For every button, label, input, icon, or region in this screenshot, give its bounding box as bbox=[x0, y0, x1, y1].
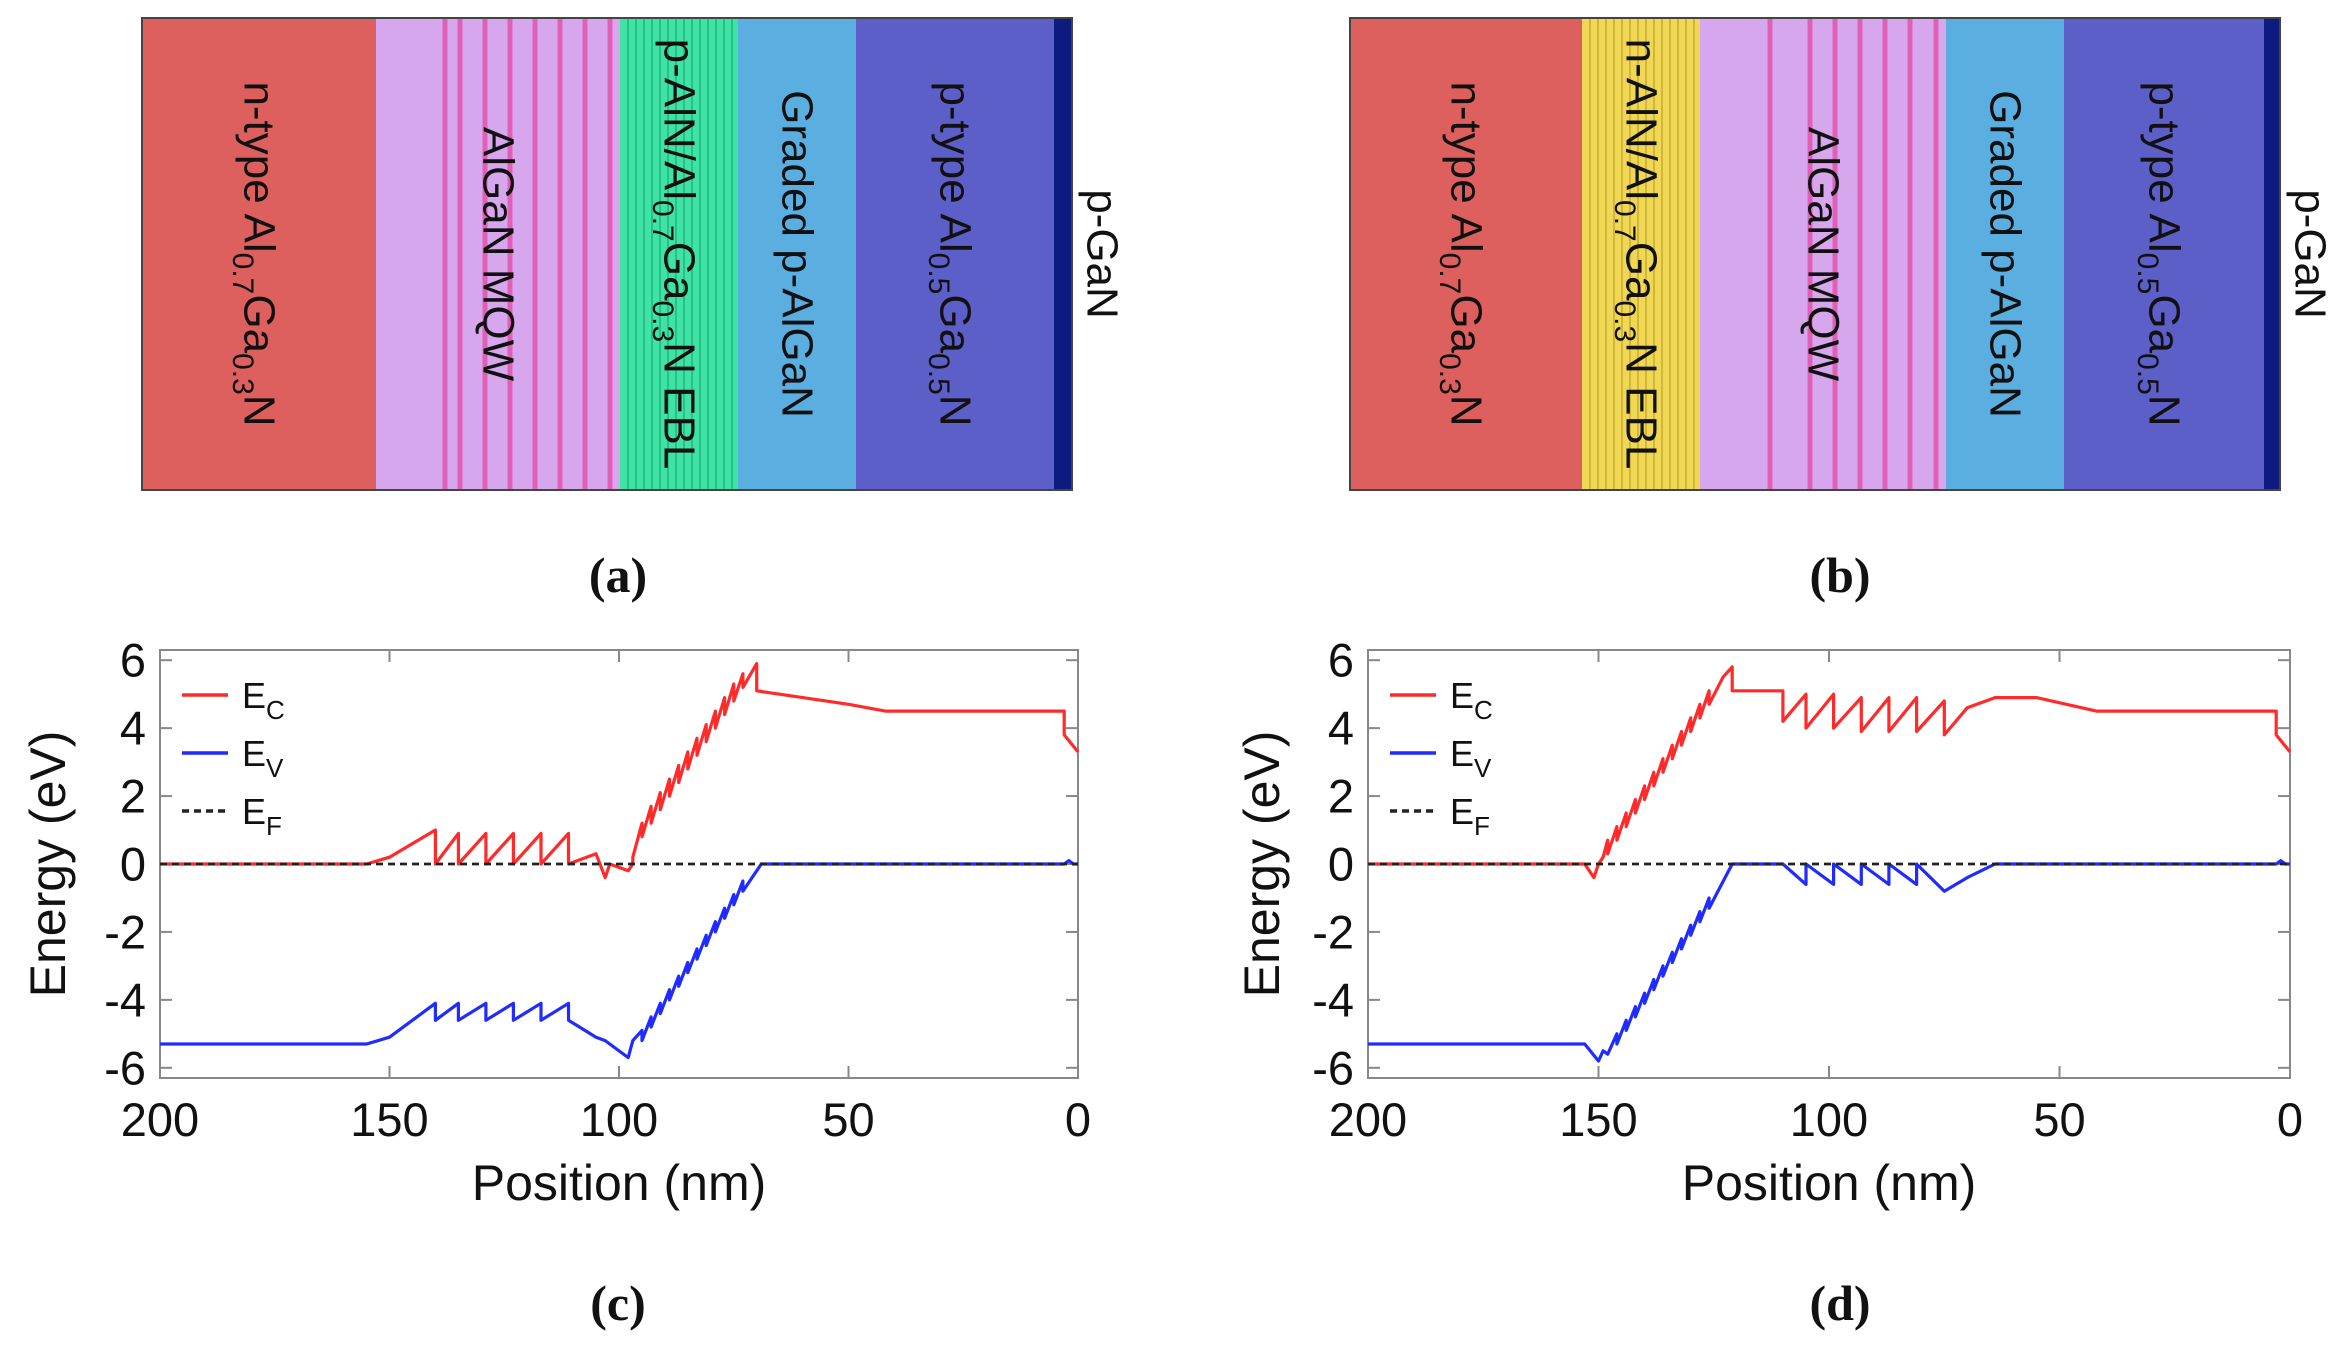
legend-label-ef: EF bbox=[1450, 791, 1490, 842]
y-tick-label: -2 bbox=[1312, 905, 1354, 958]
layer-a-ebl bbox=[620, 18, 738, 490]
panel-label-c: (c) bbox=[590, 1275, 646, 1331]
layer-b-p-gan bbox=[2264, 18, 2280, 490]
layer-b-n-type-algan bbox=[1350, 18, 1582, 490]
layer-b-p-type-algan bbox=[2064, 18, 2264, 490]
layer-label-b-mqw: AlGaN MQW bbox=[1799, 127, 1848, 382]
layer-label-b-graded: Graded p-AlGaN bbox=[1981, 90, 2030, 418]
x-tick-label: 100 bbox=[580, 1093, 658, 1146]
y-tick-label: -6 bbox=[1312, 1041, 1354, 1094]
layer-b-ebl bbox=[1582, 18, 1700, 490]
x-tick-label: 200 bbox=[1329, 1093, 1407, 1146]
layer-b-algan-mqw bbox=[1700, 18, 1946, 490]
y-tick-label: 0 bbox=[1328, 838, 1354, 891]
x-tick-label: 200 bbox=[121, 1093, 199, 1146]
panel-label-b: (b) bbox=[1809, 547, 1870, 603]
structure-b: n-type Al0.7Ga0.3N n-AlN/Al0.7Ga0.3N EBL… bbox=[1349, 17, 2335, 491]
y-tick-label: 2 bbox=[120, 770, 146, 823]
x-tick-label: 150 bbox=[1559, 1093, 1637, 1146]
legend-label-ec: EC bbox=[242, 675, 285, 726]
legend-label-ec: EC bbox=[1450, 675, 1493, 726]
layer-a-graded-p-algan bbox=[738, 18, 856, 490]
layer-label-a-ebl: p-AlN/Al0.7Ga0.3N EBL bbox=[646, 39, 704, 470]
layer-a-p-gan bbox=[1054, 18, 1072, 490]
mqw-lines-b bbox=[1767, 18, 1939, 490]
x-tick-label: 50 bbox=[2033, 1093, 2085, 1146]
series-line-ev bbox=[160, 859, 1078, 1060]
legend-label-ev: EV bbox=[1450, 733, 1492, 784]
series-line-ec bbox=[160, 662, 1080, 880]
y-tick-label: -4 bbox=[1312, 973, 1354, 1026]
x-tick-label: 0 bbox=[2277, 1093, 2303, 1146]
y-tick-label: 2 bbox=[1328, 770, 1354, 823]
y-axis-title: Energy (eV) bbox=[20, 731, 76, 998]
x-tick-label: 0 bbox=[1065, 1093, 1091, 1146]
x-axis-title: Position (nm) bbox=[472, 1155, 767, 1211]
layer-a-p-type-algan bbox=[856, 18, 1054, 490]
y-tick-label: 4 bbox=[120, 702, 146, 755]
y-tick-label: 6 bbox=[120, 634, 146, 687]
series-line-ec bbox=[1368, 665, 2292, 880]
ebl-stripes-b bbox=[1589, 18, 1695, 490]
y-tick-label: 6 bbox=[1328, 634, 1354, 687]
series-line-ev bbox=[1368, 859, 2290, 1063]
x-tick-label: 150 bbox=[350, 1093, 428, 1146]
layer-label-a-p-gan: p-GaN bbox=[1078, 189, 1127, 319]
y-tick-label: 0 bbox=[120, 838, 146, 891]
x-axis-title: Position (nm) bbox=[1682, 1155, 1977, 1211]
y-axis-title: Energy (eV) bbox=[1234, 731, 1290, 998]
mqw-lines-a bbox=[442, 18, 613, 490]
x-tick-label: 50 bbox=[822, 1093, 874, 1146]
ebl-stripes-a bbox=[627, 18, 733, 490]
layer-a-algan-mqw bbox=[376, 18, 620, 490]
panel-label-d: (d) bbox=[1809, 1275, 1870, 1331]
y-tick-label: 4 bbox=[1328, 702, 1354, 755]
panel-label-a: (a) bbox=[589, 547, 647, 603]
layer-b-graded-p-algan bbox=[1946, 18, 2064, 490]
legend-label-ev: EV bbox=[242, 733, 284, 784]
layer-a-n-type-algan bbox=[142, 18, 376, 490]
y-tick-label: -2 bbox=[104, 905, 146, 958]
x-tick-label: 100 bbox=[1790, 1093, 1868, 1146]
y-tick-label: -6 bbox=[104, 1041, 146, 1094]
structure-a: n-type Al0.7Ga0.3N AlGaN MQW p-AlN/Al0.7… bbox=[141, 17, 1127, 491]
layer-label-a-mqw: AlGaN MQW bbox=[474, 127, 523, 382]
legend-label-ef: EF bbox=[242, 791, 282, 842]
y-tick-label: -4 bbox=[104, 973, 146, 1026]
layer-label-a-graded: Graded p-AlGaN bbox=[773, 90, 822, 418]
layer-label-b-ebl: n-AlN/Al0.7Ga0.3N EBL bbox=[1608, 39, 1666, 470]
layer-label-b-p-gan: p-GaN bbox=[2286, 189, 2335, 319]
